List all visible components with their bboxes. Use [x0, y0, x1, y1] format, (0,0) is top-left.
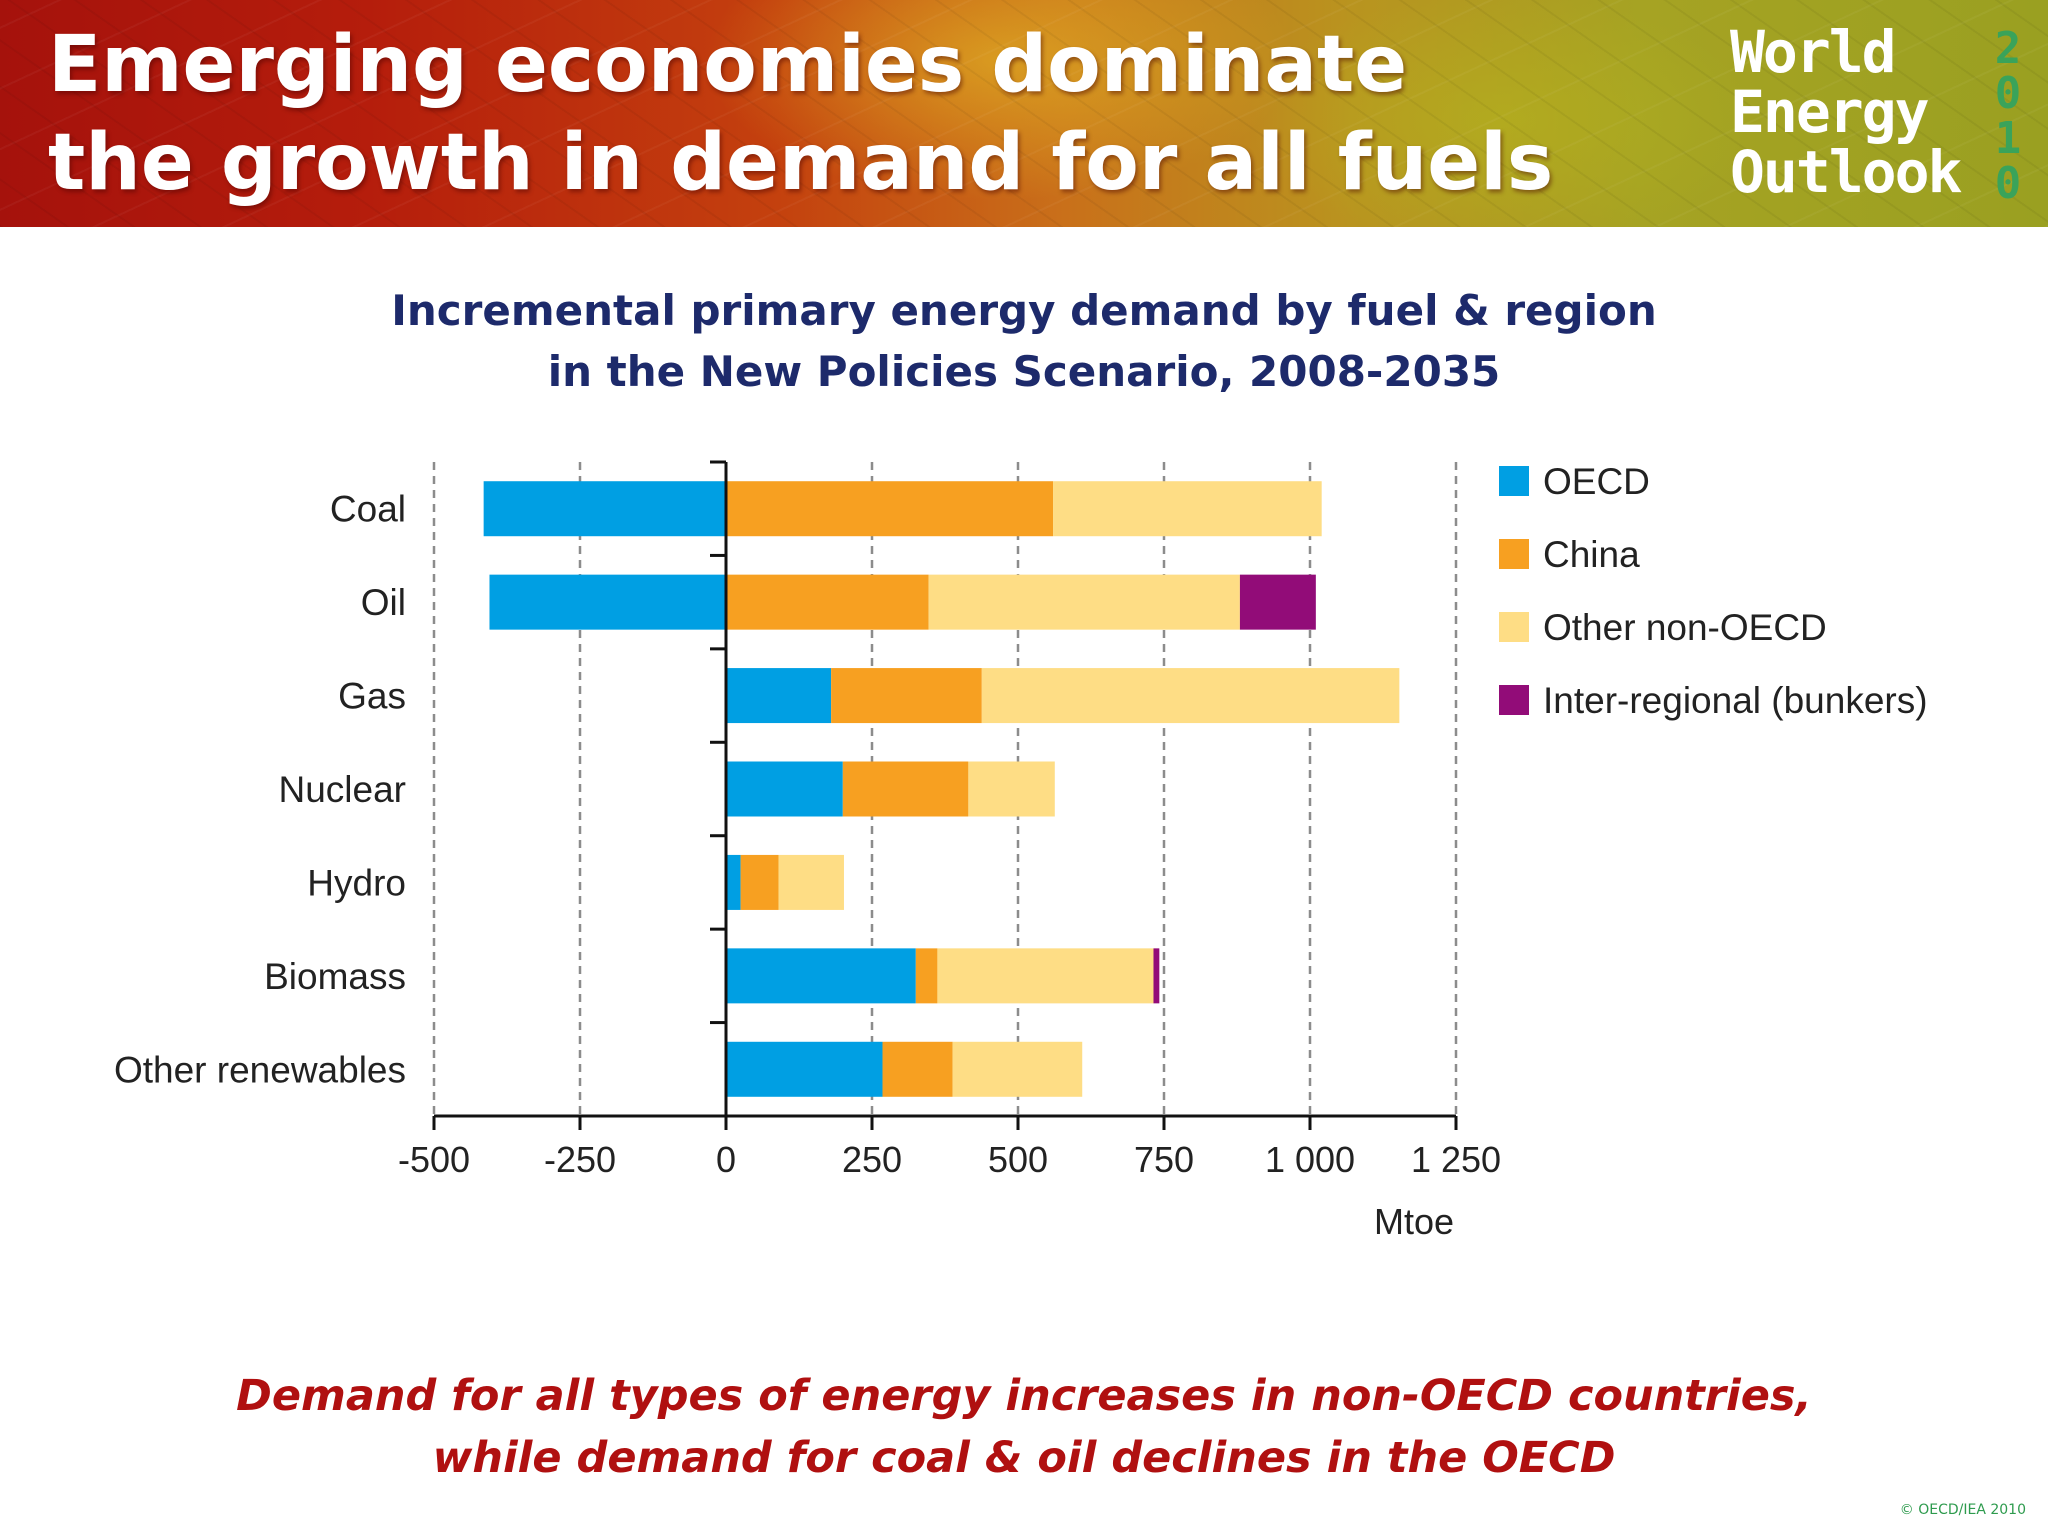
- bar-segment: [483, 481, 726, 537]
- legend-label: China: [1543, 534, 1640, 575]
- bar-segment: [1053, 481, 1322, 537]
- bar-segment: [1153, 948, 1160, 1004]
- key-message-line-1: Demand for all types of energy increases…: [236, 1371, 1812, 1421]
- weo-logo-word-world: World: [1730, 18, 1897, 86]
- bar-segment: [726, 574, 929, 630]
- bar-segment: [937, 948, 1154, 1004]
- key-message: Demand for all types of energy increases…: [0, 1365, 2048, 1489]
- bar-segment: [726, 668, 832, 724]
- weo-year-digit: 0: [1994, 158, 2022, 209]
- bar-segment: [842, 761, 969, 817]
- weo-year-digit: 1: [1994, 113, 2022, 164]
- x-tick-label: 750: [1134, 1139, 1194, 1180]
- category-label: Biomass: [264, 956, 406, 997]
- legend-label: Inter-regional (bunkers): [1543, 680, 1928, 721]
- category-label: Oil: [361, 582, 406, 623]
- bar-segment: [726, 1041, 883, 1097]
- legend-label: Other non-OECD: [1543, 607, 1827, 648]
- copyright-notice: © OECD/IEA 2010: [1899, 1502, 2026, 1518]
- axes: [432, 460, 1458, 1130]
- weo-logo-words: World Energy Outlook: [1730, 18, 1962, 206]
- bar-segment: [928, 574, 1240, 630]
- slide-title-line-2: the growth in demand for all fuels: [48, 118, 1554, 208]
- weo-logo: World Energy Outlook 2 0 1 0: [1730, 22, 2030, 212]
- legend-label: OECD: [1543, 461, 1650, 502]
- x-tick-label: 250: [842, 1139, 902, 1180]
- bar-segment: [952, 1041, 1083, 1097]
- key-message-line-2: while demand for coal & oil declines in …: [432, 1433, 1616, 1483]
- bar-segment: [726, 948, 916, 1004]
- stacked-bar-chart: Coal Oil Gas Nuclear Hydro Biomass Other renew…: [114, 460, 1928, 1242]
- legend-swatch: [1499, 612, 1529, 642]
- bar-segment: [831, 668, 982, 724]
- bar-segment: [489, 574, 726, 630]
- slide-title-line-1: Emerging economies dominate: [48, 20, 1408, 110]
- category-label: Coal: [330, 489, 406, 530]
- chart-title-line-2: in the New Policies Scenario, 2008-2035: [547, 347, 1501, 396]
- x-tick-label: 1 000: [1265, 1139, 1355, 1180]
- weo-logo-year: 2 0 1 0: [1988, 26, 2028, 206]
- bar-segment: [778, 854, 844, 910]
- category-label: Other renewables: [114, 1049, 406, 1090]
- x-axis-label: Mtoe: [1374, 1201, 1454, 1242]
- legend: OECD China Other non-OECD Inter-regional (b…: [1499, 461, 1928, 721]
- header-banner: Emerging economies dominate the growth i…: [0, 0, 2048, 227]
- x-tick-label: 0: [716, 1139, 736, 1180]
- legend-swatch: [1499, 466, 1529, 496]
- legend-swatch: [1499, 539, 1529, 569]
- banner-texture: [0, 0, 2048, 227]
- slide-title: Emerging economies dominate the growth i…: [48, 16, 1554, 212]
- legend-swatch: [1499, 685, 1529, 715]
- x-tick-label: 500: [988, 1139, 1048, 1180]
- category-label: Nuclear: [279, 769, 407, 810]
- bar-segment: [740, 854, 779, 910]
- bar-segment: [726, 481, 1054, 537]
- chart-title-line-1: Incremental primary energy demand by fue…: [391, 286, 1657, 335]
- bar-segment: [981, 668, 1400, 724]
- bar-segment: [968, 761, 1055, 817]
- weo-logo-word-outlook: Outlook: [1730, 138, 1962, 206]
- x-tick-label: -250: [544, 1139, 616, 1180]
- bar-segment: [726, 854, 741, 910]
- chart-title: Incremental primary energy demand by fue…: [0, 280, 2048, 402]
- bars: [483, 481, 1400, 1097]
- weo-year-digit: 0: [1994, 68, 2022, 119]
- bar-segment: [915, 948, 938, 1004]
- bar-segment: [726, 761, 843, 817]
- category-label: Hydro: [307, 862, 406, 903]
- axis-labels: Coal Oil Gas Nuclear Hydro Biomass Other renew…: [114, 489, 1501, 1242]
- bar-segment: [1239, 574, 1316, 630]
- x-tick-label: -500: [398, 1139, 470, 1180]
- weo-logo-word-energy: Energy: [1730, 78, 1930, 146]
- bar-segment: [882, 1041, 953, 1097]
- x-tick-label: 1 250: [1411, 1139, 1501, 1180]
- category-label: Gas: [338, 676, 406, 717]
- weo-year-digit: 2: [1994, 23, 2022, 74]
